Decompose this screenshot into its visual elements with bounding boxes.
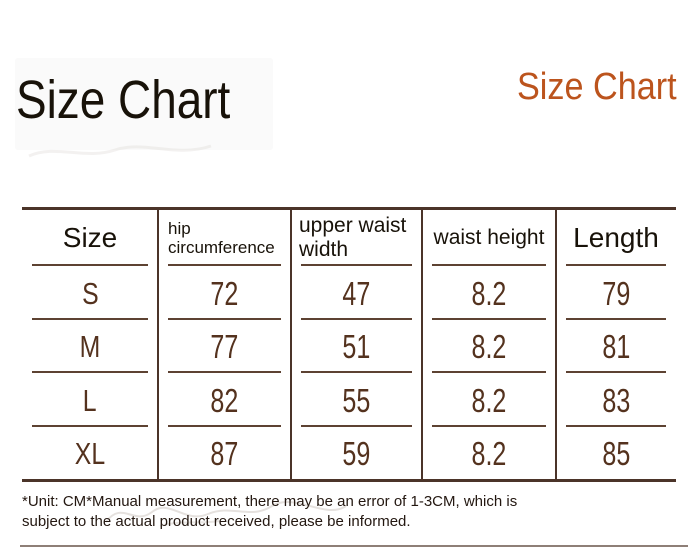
table-cell: 85 [602, 434, 630, 472]
table-cell: 83 [556, 373, 676, 427]
bottom-divider [20, 545, 688, 547]
page-title-accent: Size Chart [517, 66, 677, 108]
table-cell: XL [74, 435, 106, 471]
size-table: Size hip circumference upper waist width… [22, 207, 676, 482]
table-cell: L [22, 373, 158, 427]
table-cell: 77 [158, 320, 291, 373]
page-title: Size Chart [16, 70, 231, 130]
column-divider [157, 210, 159, 479]
column-header-hip-circumference: hip circumference [158, 210, 291, 266]
table-cell: S [22, 266, 158, 320]
column-divider [555, 210, 557, 479]
table-cell: 81 [556, 320, 676, 373]
table-cell: 51 [291, 320, 422, 373]
table-cell: 8.2 [422, 373, 556, 427]
table-cell: 72 [158, 266, 291, 320]
column-header-waist-height: waist height [422, 210, 556, 266]
table-cell: 8.2 [422, 266, 556, 320]
table-cell: 55 [291, 373, 422, 427]
table-cell: 47 [291, 266, 422, 320]
footnote: *Unit: CM*Manual measurement, there may … [22, 493, 518, 530]
table-cell: 59 [342, 434, 371, 472]
column-header-upper-waist-width: upper waist width [291, 210, 422, 266]
table-cell: 8.2 [422, 320, 556, 373]
title-backdrop [15, 58, 273, 150]
table-cell: 8.2 [471, 434, 507, 472]
column-divider [421, 210, 423, 479]
table-cell: 79 [556, 266, 676, 320]
table-cell: M [22, 320, 158, 373]
table-cell: 82 [158, 373, 291, 427]
column-header-size: Size [22, 210, 158, 266]
column-divider [290, 210, 292, 479]
column-header-length: Length [556, 210, 676, 266]
table-cell: 87 [210, 434, 239, 472]
